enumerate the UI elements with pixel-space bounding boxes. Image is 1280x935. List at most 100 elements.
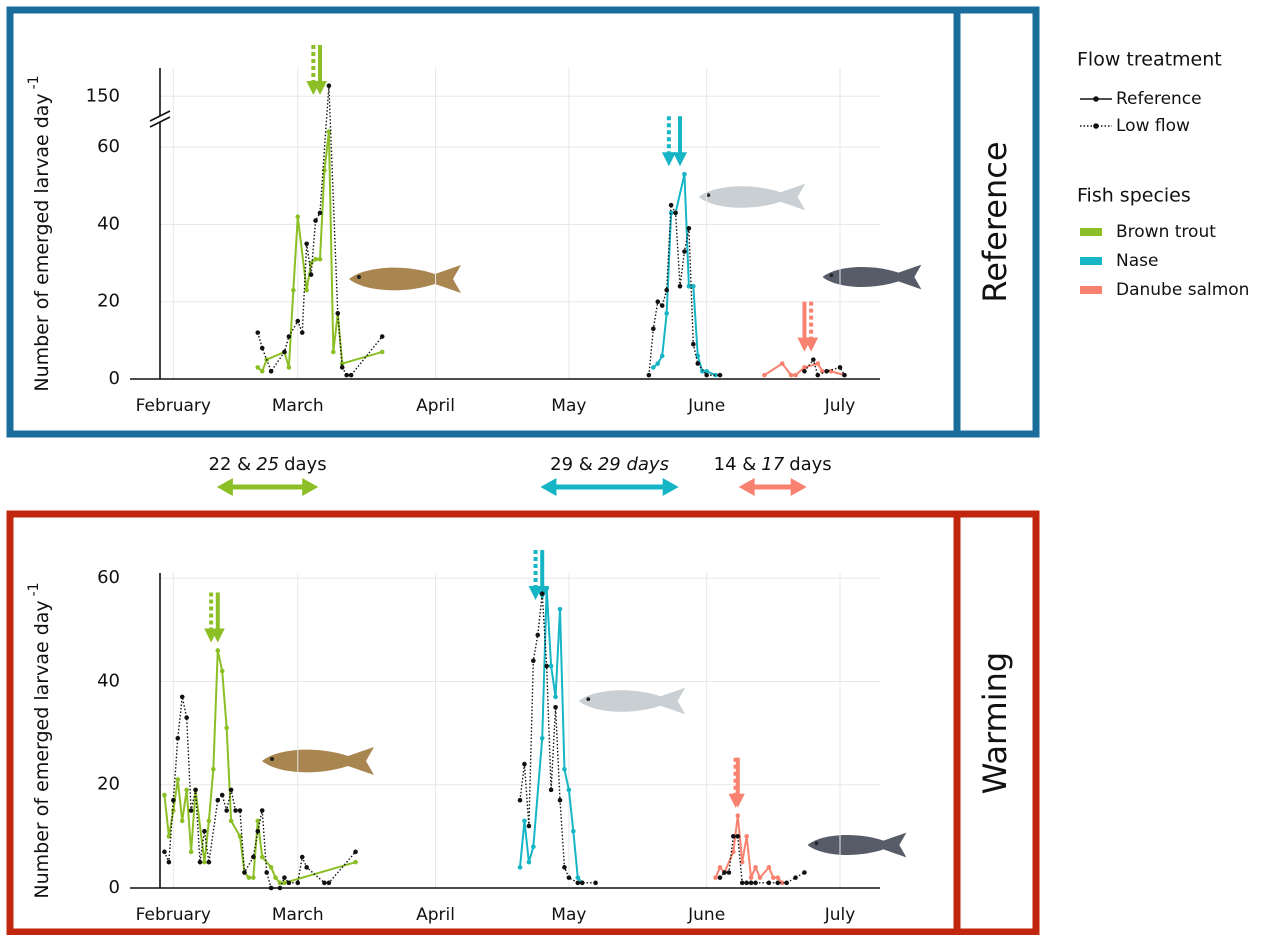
data-point: [295, 214, 300, 219]
data-point: [744, 881, 749, 886]
data-point: [255, 829, 260, 834]
data-point: [687, 226, 692, 231]
legend-swatch: [1080, 257, 1102, 265]
data-point: [162, 793, 167, 798]
data-point: [242, 870, 247, 875]
legend-dot: [1093, 123, 1099, 129]
y-tick-label: 20: [97, 291, 120, 312]
data-point: [380, 350, 385, 355]
data-point: [162, 850, 167, 855]
data-point: [775, 881, 780, 886]
x-tick-label: February: [136, 396, 211, 416]
data-point: [527, 860, 532, 865]
data-point: [233, 808, 238, 813]
data-point: [655, 299, 660, 304]
peak-arrow: [673, 116, 687, 166]
legend-label: Low flow: [1116, 116, 1190, 136]
x-tick-label: May: [551, 396, 586, 416]
legend-dot: [1093, 96, 1099, 102]
data-point: [229, 788, 234, 793]
data-point: [175, 777, 180, 782]
y-tick-label: 0: [109, 877, 120, 898]
data-point: [749, 881, 754, 886]
x-tick-label: July: [824, 905, 856, 925]
data-point: [247, 875, 252, 880]
data-point: [251, 875, 256, 880]
data-point: [224, 808, 229, 813]
data-point: [171, 798, 176, 803]
data-point: [224, 726, 229, 731]
data-point: [313, 218, 318, 223]
y-axis-label-text: Number of emerged larvae day: [31, 93, 53, 391]
data-point: [353, 850, 358, 855]
data-point: [198, 860, 203, 865]
data-point: [313, 257, 318, 262]
duration-head: [663, 478, 679, 496]
legend-swatch: [1080, 286, 1102, 294]
data-point: [180, 695, 185, 700]
data-point: [318, 257, 323, 262]
data-point: [171, 808, 176, 813]
data-point: [811, 357, 816, 362]
y-axis-label-exponent: -1: [26, 582, 42, 596]
data-point: [793, 875, 798, 880]
y-tick-label: 20: [97, 774, 120, 795]
x-tick-label: April: [416, 905, 455, 925]
data-point: [251, 855, 256, 860]
fish-image: [823, 265, 922, 290]
duration-label-part: 22 &: [209, 454, 252, 475]
data-point: [278, 886, 283, 891]
data-point: [522, 819, 527, 824]
data-point: [184, 788, 189, 793]
y-tick-label: 0: [109, 368, 120, 389]
fish-image: [349, 265, 461, 293]
data-point: [824, 369, 829, 374]
data-point: [300, 855, 305, 860]
data-point: [202, 860, 207, 865]
data-point: [575, 875, 580, 880]
x-tick-label: June: [687, 396, 725, 416]
data-point: [673, 211, 678, 216]
data-point: [567, 875, 572, 880]
data-point: [789, 373, 794, 378]
x-tick-label: July: [824, 396, 856, 416]
data-point: [287, 334, 292, 339]
data-point: [238, 834, 243, 839]
data-point: [664, 311, 669, 316]
data-point: [660, 303, 665, 308]
duration-label-part: days: [789, 454, 832, 475]
legend-label: Nase: [1116, 251, 1158, 271]
figure: Flow treatment Reference Low flow Fish s…: [0, 0, 1280, 935]
series-line: [258, 132, 382, 372]
duration-head: [302, 478, 318, 496]
data-point: [767, 865, 772, 870]
series-line: [520, 588, 582, 882]
data-point: [189, 850, 194, 855]
duration-label-part: days: [284, 454, 327, 475]
y-axis-label-text: Number of emerged larvae day: [31, 600, 53, 898]
data-point: [553, 705, 558, 710]
duration-head: [791, 478, 807, 496]
x-tick-label: March: [272, 396, 324, 416]
duration-label: 14 &17days: [714, 454, 832, 475]
data-point: [749, 875, 754, 880]
duration-label: 22 &25days: [209, 454, 327, 475]
data-point: [522, 762, 527, 767]
data-point: [531, 844, 536, 849]
data-point: [184, 715, 189, 720]
legend: Flow treatment Reference Low flow Fish s…: [1077, 49, 1249, 301]
data-point: [767, 881, 772, 886]
data-point: [838, 365, 843, 370]
data-point: [669, 203, 674, 208]
data-point: [553, 695, 558, 700]
data-point: [647, 373, 652, 378]
duration-arrow: [217, 478, 318, 496]
data-point: [558, 607, 563, 612]
data-point: [282, 881, 287, 886]
arrow-head: [673, 152, 687, 166]
legend-label: Brown trout: [1116, 222, 1216, 242]
data-point: [269, 886, 274, 891]
duration-label: 29 &29 days: [550, 454, 669, 475]
fish-image: [579, 688, 685, 715]
data-point: [815, 361, 820, 366]
